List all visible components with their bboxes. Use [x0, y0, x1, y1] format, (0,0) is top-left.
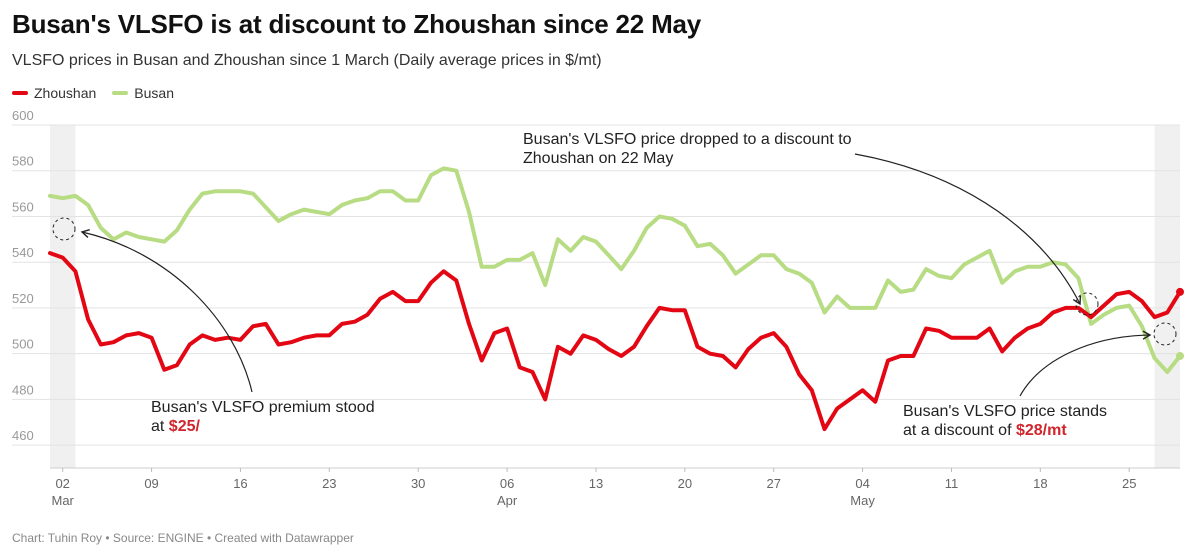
series-endpoint-zhoushan [1176, 287, 1184, 296]
annotation-text-premium-1: at $25/ [151, 418, 200, 435]
annotation-circle-discount [1153, 322, 1177, 346]
x-tick-label-2024-03-30: 30 [411, 476, 425, 491]
y-tick-label-500: 500 [12, 337, 34, 352]
y-tick-label-560: 560 [12, 199, 34, 214]
x-tick-label-2024-04-13: 13 [589, 476, 603, 491]
y-tick-label-460: 460 [12, 428, 34, 443]
legend: Zhoushan Busan [12, 85, 174, 101]
x-tick-label-2024-05-25: 25 [1122, 476, 1136, 491]
y-tick-label-520: 520 [12, 291, 34, 306]
series-endpoint-busan [1176, 351, 1184, 360]
x-tick-month-2024-03-02: Mar [52, 493, 75, 508]
annotation-arrow-dropped [854, 153, 1082, 306]
chart-title: Busan's VLSFO is at discount to Zhoushan… [12, 9, 702, 39]
x-tick-month-2024-04-06: Apr [497, 493, 518, 508]
annotation-arrow-premium [80, 228, 253, 393]
annotation-circle-dropped [1075, 292, 1099, 316]
shaded-period-0 [50, 125, 76, 468]
x-tick-label-2024-03-16: 16 [233, 476, 247, 491]
x-tick-month-2024-05-04: May [850, 493, 875, 508]
annotation-span-discount-1: at a discount of [903, 422, 1016, 439]
chart-subtitle: VLSFO prices in Busan and Zhoushan since… [12, 52, 602, 69]
annotation-text-dropped-0: Busan's VLSFO price dropped to a discoun… [523, 131, 852, 148]
annotation-text-dropped-1: Zhoushan on 22 May [523, 150, 673, 167]
annotation-highlight-discount: $28/mt [1016, 422, 1067, 439]
annotation-span-dropped-0: Busan's VLSFO price dropped to a discoun… [523, 131, 852, 148]
chart-footer: Chart: Tuhin Roy • Source: ENGINE • Crea… [12, 531, 354, 545]
x-tick-label-2024-03-23: 23 [322, 476, 336, 491]
annotation-span-premium-1: at [151, 418, 169, 435]
y-tick-label-580: 580 [12, 154, 34, 169]
series-line-busan [48, 166, 1182, 374]
x-tick-label-2024-05-11: 11 [945, 476, 959, 491]
legend-label-busan: Busan [134, 85, 174, 101]
x-tick-label-2024-05-04: 04 [855, 476, 869, 491]
annotation-highlight-premium: $25/ [169, 418, 201, 435]
annotation-text-discount-1: at a discount of $28/mt [903, 422, 1067, 439]
x-tick-label-2024-04-27: 27 [766, 476, 780, 491]
x-tick-label-2024-03-09: 09 [144, 476, 158, 491]
x-tick-label-2024-05-18: 18 [1033, 476, 1047, 491]
legend-item-zhoushan: Zhoushan [12, 85, 96, 101]
y-tick-label-480: 480 [12, 382, 34, 397]
annotation-arrow-discount [1019, 330, 1152, 397]
x-tick-label-2024-04-20: 20 [678, 476, 692, 491]
legend-item-busan: Busan [112, 85, 174, 101]
annotation-span-discount-0: Busan's VLSFO price stands [903, 403, 1107, 420]
y-tick-label-600: 600 [12, 108, 34, 123]
y-tick-label-540: 540 [12, 245, 34, 260]
annotation-text-discount-0: Busan's VLSFO price stands [903, 403, 1107, 420]
legend-label-zhoushan: Zhoushan [34, 85, 97, 101]
legend-swatch-zhoushan [12, 91, 28, 95]
series-line-zhoushan [48, 251, 1182, 432]
legend-swatch-busan [112, 91, 129, 95]
annotation-span-premium-0: Busan's VLSFO premium stood [151, 399, 375, 416]
x-tick-label-2024-03-02: 02 [55, 476, 69, 491]
annotation-text-premium-0: Busan's VLSFO premium stood [151, 399, 375, 416]
annotation-span-dropped-1: Zhoushan on 22 May [523, 150, 673, 167]
x-tick-label-2024-04-06: 06 [500, 476, 514, 491]
annotation-circle-premium [52, 217, 76, 241]
